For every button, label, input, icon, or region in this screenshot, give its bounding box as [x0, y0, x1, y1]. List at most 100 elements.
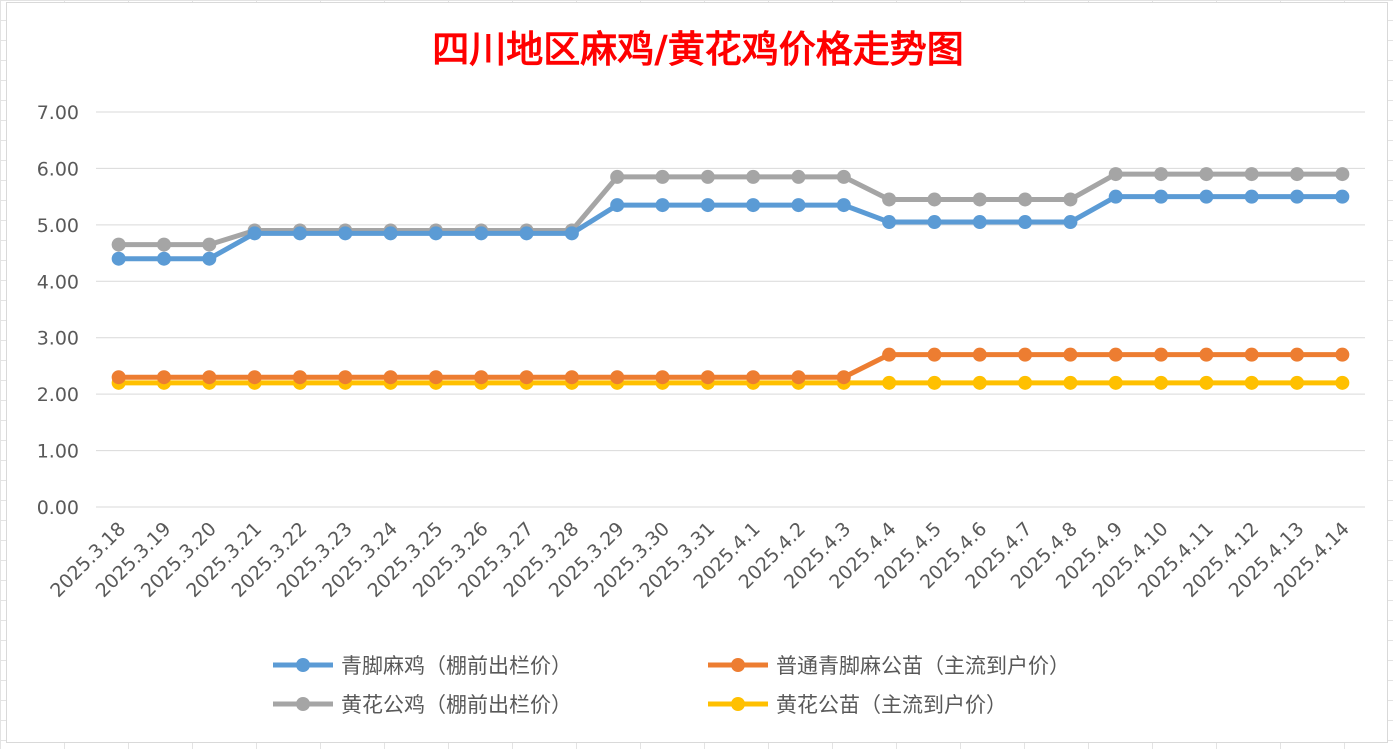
data-point — [1244, 189, 1259, 204]
legend-label: 黄花公苗（主流到户价） — [776, 693, 1007, 717]
legend-item: 普通青脚麻公苗（主流到户价） — [708, 654, 1070, 678]
data-point — [247, 226, 262, 241]
data-point — [338, 370, 353, 385]
data-point — [791, 198, 806, 213]
legend-swatch-marker — [731, 697, 745, 711]
data-point — [156, 251, 171, 266]
data-point — [1063, 192, 1078, 207]
y-tick-label: 2.00 — [37, 384, 79, 406]
chart-title: 四川地区麻鸡/黄花鸡价格走势图 — [432, 27, 964, 71]
data-point — [882, 192, 897, 207]
data-point — [972, 375, 987, 390]
data-point — [1199, 347, 1214, 362]
data-point — [1335, 347, 1350, 362]
data-point — [1063, 375, 1078, 390]
data-point — [156, 370, 171, 385]
data-point — [1244, 167, 1259, 182]
series-line — [118, 352, 1343, 380]
legend-swatch-marker — [731, 658, 745, 672]
gridlines — [96, 111, 1365, 508]
data-point — [700, 198, 715, 213]
data-point — [746, 370, 761, 385]
data-point — [292, 226, 307, 241]
data-point — [383, 370, 398, 385]
data-point — [927, 192, 942, 207]
data-point — [111, 251, 126, 266]
legend-swatch-marker — [296, 697, 310, 711]
series — [111, 347, 1350, 385]
data-point — [1244, 375, 1259, 390]
data-point — [111, 237, 126, 252]
data-point — [1018, 192, 1033, 207]
data-point — [1154, 189, 1169, 204]
series — [111, 189, 1350, 266]
data-point — [1108, 189, 1123, 204]
data-point — [836, 169, 851, 184]
data-point — [1108, 347, 1123, 362]
legend-label: 青脚麻鸡（棚前出栏价） — [341, 654, 572, 678]
data-point — [610, 169, 625, 184]
data-point — [519, 370, 534, 385]
data-point — [156, 237, 171, 252]
data-point — [746, 198, 761, 213]
legend-item: 青脚麻鸡（棚前出栏价） — [273, 654, 572, 678]
data-point — [1244, 347, 1259, 362]
data-point — [1290, 189, 1305, 204]
data-point — [202, 370, 217, 385]
y-tick-label: 6.00 — [37, 158, 79, 180]
series-line — [118, 171, 1343, 248]
data-point — [746, 169, 761, 184]
y-tick-label: 1.00 — [37, 441, 79, 463]
chart-area[interactable] — [6, 2, 1388, 743]
data-point — [655, 169, 670, 184]
data-point — [836, 370, 851, 385]
data-point — [1063, 347, 1078, 362]
data-point — [610, 198, 625, 213]
data-point — [1199, 375, 1214, 390]
x-axis-ticks: 2025.3.182025.3.192025.3.202025.3.212025… — [46, 518, 1354, 602]
data-point — [1199, 167, 1214, 182]
data-point — [338, 226, 353, 241]
data-point — [1335, 167, 1350, 182]
data-point — [882, 347, 897, 362]
data-point — [428, 226, 443, 241]
data-point — [1063, 215, 1078, 230]
data-point — [927, 375, 942, 390]
y-tick-label: 4.00 — [37, 271, 79, 293]
data-point — [655, 198, 670, 213]
data-point — [1018, 375, 1033, 390]
data-point — [1154, 375, 1169, 390]
legend-item: 黄花公鸡（棚前出栏价） — [273, 693, 572, 717]
data-point — [383, 226, 398, 241]
data-point — [655, 370, 670, 385]
series-lines — [111, 167, 1350, 390]
y-tick-label: 5.00 — [37, 215, 79, 237]
data-point — [247, 370, 262, 385]
legend-swatch-marker — [296, 658, 310, 672]
data-point — [700, 370, 715, 385]
data-point — [927, 215, 942, 230]
data-point — [1154, 347, 1169, 362]
legend: 青脚麻鸡（棚前出栏价） 普通青脚麻公苗（主流到户价） 黄花公鸡（棚前出栏价） 黄花公苗… — [273, 654, 1070, 717]
data-point — [1018, 347, 1033, 362]
legend-item: 黄花公苗（主流到户价） — [708, 693, 1007, 717]
data-point — [1108, 167, 1123, 182]
data-point — [292, 370, 307, 385]
data-point — [1290, 167, 1305, 182]
data-point — [610, 370, 625, 385]
data-point — [791, 169, 806, 184]
data-point — [1199, 189, 1214, 204]
data-point — [927, 347, 942, 362]
data-point — [1018, 215, 1033, 230]
data-point — [428, 370, 443, 385]
legend-label: 黄花公鸡（棚前出栏价） — [341, 693, 572, 717]
data-point — [1335, 189, 1350, 204]
data-point — [1290, 375, 1305, 390]
data-point — [972, 192, 987, 207]
data-point — [1154, 167, 1169, 182]
data-point — [202, 251, 217, 266]
legend-label: 普通青脚麻公苗（主流到户价） — [776, 654, 1070, 678]
data-point — [882, 215, 897, 230]
data-point — [474, 226, 489, 241]
